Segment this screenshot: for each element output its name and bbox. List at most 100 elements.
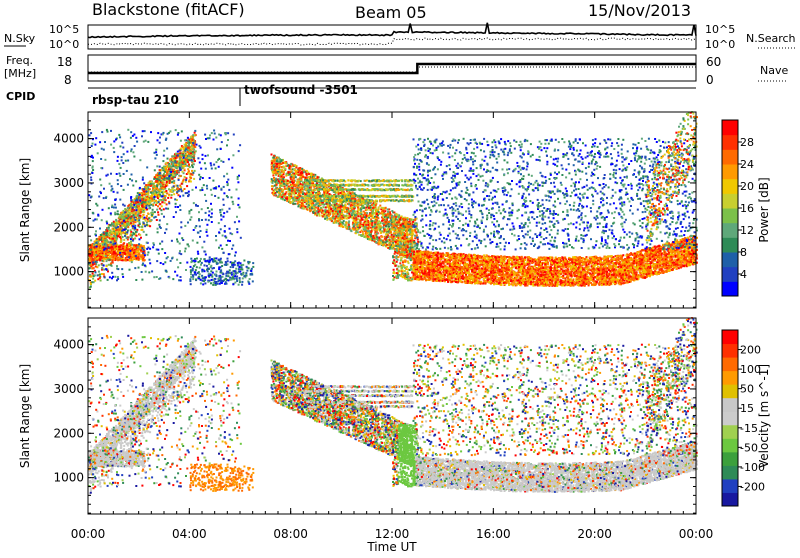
- power-echo-point: [202, 283, 204, 285]
- power-echo-point: [237, 272, 239, 274]
- power-echo-point: [201, 187, 203, 189]
- power-echo-point: [121, 212, 123, 214]
- power-echo-point: [187, 140, 189, 142]
- power-echo-point: [103, 197, 105, 199]
- power-echo-point: [179, 168, 181, 170]
- power-echo-point: [101, 148, 103, 150]
- power-echo-point: [211, 258, 213, 260]
- power-echo-point: [201, 189, 203, 191]
- power-echo-point: [134, 145, 136, 147]
- power-echo-point: [184, 139, 186, 141]
- power-echo-point: [170, 171, 172, 173]
- power-echo-point: [155, 194, 157, 196]
- power-echo-point: [163, 155, 165, 157]
- power-echo-point: [161, 241, 163, 243]
- power-echo-point: [218, 259, 220, 261]
- power-echo-point: [142, 130, 144, 132]
- beam-label: Beam 05: [355, 3, 427, 22]
- power-echo-point: [146, 166, 148, 168]
- power-echo-point: [94, 256, 96, 258]
- power-echo-point: [123, 153, 125, 155]
- date-label: 15/Nov/2013: [588, 1, 691, 20]
- power-echo-point: [143, 217, 145, 219]
- power-echo-point: [185, 181, 187, 183]
- power-echo-point: [123, 217, 125, 219]
- power-echo-point: [152, 193, 154, 195]
- power-echo-point: [127, 226, 129, 228]
- power-echo-point: [161, 201, 163, 203]
- power-echo-point: [171, 191, 173, 193]
- power-echo-point: [179, 209, 181, 211]
- power-echo-point: [208, 219, 210, 221]
- power-echo-point: [120, 232, 122, 234]
- power-echo-point: [206, 265, 208, 267]
- power-echo-point: [138, 267, 140, 269]
- power-echo-point: [101, 273, 103, 275]
- power-echo-point: [162, 263, 164, 265]
- power-echo-point: [223, 212, 225, 214]
- power-echo-point: [115, 207, 117, 209]
- power-echo-point: [98, 196, 100, 198]
- power-echo-point: [148, 271, 150, 273]
- power-echo-point: [141, 229, 143, 231]
- power-echo-point: [198, 276, 200, 278]
- power-echo-point: [95, 203, 97, 205]
- power-echo-point: [228, 253, 230, 255]
- power-echo-point: [201, 270, 203, 272]
- power-echo-point: [218, 166, 220, 168]
- power-echo-point: [99, 277, 101, 279]
- power-echo-point: [126, 219, 128, 221]
- power-echo-point: [163, 132, 165, 134]
- power-echo-point: [138, 205, 140, 207]
- power-echo-point: [116, 265, 118, 267]
- power-echo-point: [160, 209, 162, 211]
- power-echo-point: [345, 205, 347, 207]
- power-echo-point: [210, 265, 212, 267]
- power-echo-point: [127, 184, 129, 186]
- power-echo-point: [203, 184, 205, 186]
- power-echo-point: [195, 205, 197, 207]
- power-echo-point: [90, 177, 92, 179]
- power-echo-point: [116, 223, 118, 225]
- power-echo-point: [97, 214, 99, 216]
- power-echo-point: [243, 260, 245, 262]
- power-echo-point: [92, 267, 94, 269]
- power-echo-point: [143, 231, 145, 233]
- power-echo-point: [210, 164, 212, 166]
- power-echo-point: [157, 189, 159, 191]
- power-echo-point: [235, 270, 237, 272]
- power-echo-point: [191, 156, 193, 158]
- power-echo-point: [213, 139, 215, 141]
- power-echo-point: [97, 274, 99, 276]
- power-echo-point: [238, 220, 240, 222]
- power-echo-point: [164, 261, 166, 263]
- power-echo-point: [93, 249, 95, 251]
- power-echo-point: [125, 260, 127, 262]
- power-echo-point: [108, 241, 110, 243]
- power-echo-point: [100, 247, 102, 249]
- power-echo-point: [90, 276, 92, 278]
- power-echo-point: [142, 192, 144, 194]
- power-echo-point: [180, 226, 182, 228]
- power-echo-point: [221, 282, 223, 284]
- power-echo-point: [189, 142, 191, 144]
- power-echo-point: [199, 225, 201, 227]
- power-echo-point: [220, 189, 222, 191]
- power-echo-point: [140, 256, 142, 258]
- power-echo-point: [201, 246, 203, 248]
- power-echo-point: [93, 243, 95, 245]
- power-echo-point: [143, 188, 145, 190]
- power-echo-point: [161, 182, 163, 184]
- power-echo-point: [218, 275, 220, 277]
- power-echo-point: [146, 205, 148, 207]
- power-echo-point: [166, 223, 168, 225]
- power-echo-point: [210, 162, 212, 164]
- power-echo-point: [231, 262, 233, 264]
- power-echo-point: [152, 209, 154, 211]
- power-echo-point: [137, 249, 139, 251]
- power-echo-point: [157, 249, 159, 251]
- power-echo-point: [222, 280, 224, 282]
- power-echo-point: [113, 191, 115, 193]
- power-echo-point: [89, 255, 91, 257]
- power-echo-point: [123, 189, 125, 191]
